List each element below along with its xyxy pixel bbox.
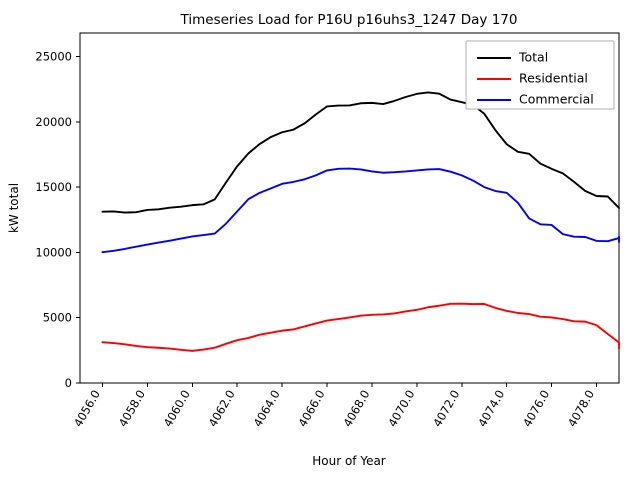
x-tick-label: 4076.0 [520,388,552,430]
x-tick-label: 4058.0 [116,388,148,430]
y-axis-title: kW total [7,183,21,233]
y-tick-label: 0 [65,376,72,390]
y-tick-label: 5000 [43,311,72,325]
legend-entries: Total Residential Commercial [477,50,594,107]
y-tick-label: 20000 [35,115,72,129]
x-tick-label: 4066.0 [295,388,327,430]
legend-label-residential: Residential [519,71,588,86]
y-tick-label: 25000 [35,50,72,64]
x-tick-label: 4078.0 [565,388,597,430]
x-tick-label: 4070.0 [385,388,417,430]
series-line-residential [101,302,620,352]
y-axis-ticks: 0 5000 10000 15000 20000 25000 [35,50,80,390]
x-tick-label: 4072.0 [430,388,462,430]
chart-legend[interactable]: Total Residential Commercial [465,40,615,110]
x-axis-ticks: 4056.0 4058.0 4060.0 4062.0 4064.0 4066.0 4068… [71,383,597,429]
x-tick-label: 4056.0 [71,388,103,430]
y-tick-label: 10000 [35,245,72,259]
x-axis-title: Hour of Year [312,454,386,468]
x-tick-label: 4060.0 [161,388,193,430]
series-line-commercial [101,167,620,254]
x-tick-label: 4068.0 [340,388,372,430]
data-series-group [101,91,620,352]
chart-title: Timeseries Load for P16U p16uhs3_1247 Da… [180,12,518,28]
x-tick-label: 4064.0 [250,388,282,430]
x-tick-label: 4062.0 [206,388,238,430]
legend-label-total: Total [518,50,548,65]
y-tick-label: 15000 [35,180,72,194]
series-line-total [101,91,620,214]
legend-label-commercial: Commercial [519,92,594,107]
x-tick-label: 4074.0 [475,388,507,430]
